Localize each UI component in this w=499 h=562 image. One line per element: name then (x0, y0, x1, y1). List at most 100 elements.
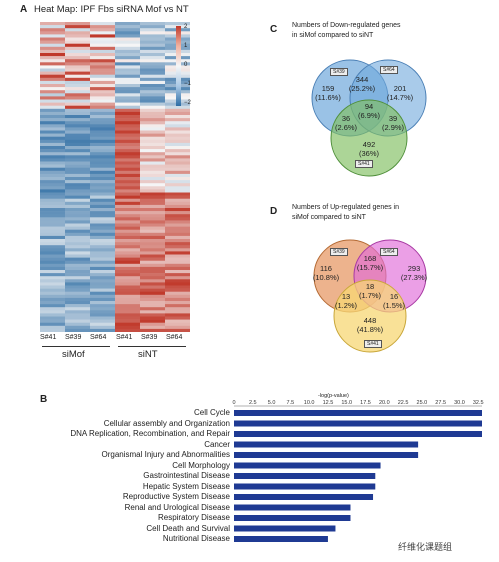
heatmap-cell (165, 139, 190, 144)
colorbar-tick: −2 (184, 100, 191, 106)
heatmap-cell (140, 220, 165, 224)
heatmap-cell (115, 152, 140, 156)
bar-category-label: Renal and Urological Disease (124, 502, 230, 512)
heatmap-cell (65, 105, 90, 110)
heatmap-cell (140, 65, 165, 69)
heatmap-cell (140, 146, 165, 150)
heatmap-cell (115, 90, 140, 94)
heatmap-cell (40, 254, 65, 258)
heatmap-cell (40, 328, 65, 332)
heatmap-cell (115, 229, 140, 234)
heatmap-cell (115, 195, 140, 199)
venn-c-title: Numbers of Down-regulated genes (292, 22, 401, 29)
venn-region: 344 (25.2%) (348, 75, 376, 93)
heatmap-cell (90, 146, 115, 150)
heatmap-cell (40, 257, 65, 261)
heatmap-cell (165, 270, 190, 274)
heatmap-cell (40, 297, 65, 302)
heatmap-cell (40, 170, 65, 175)
heatmap-cell (65, 90, 90, 94)
bar (234, 536, 328, 542)
heatmap-cell (140, 87, 165, 91)
heatmap-cell (140, 279, 165, 283)
heatmap-cell (165, 118, 190, 122)
heatmap-cell (65, 195, 90, 199)
heatmap-cell (165, 155, 190, 159)
heatmap-cell (40, 161, 65, 165)
heatmap-cell (90, 304, 115, 308)
heatmap-cell (115, 173, 140, 178)
heatmap-cell (140, 139, 165, 144)
heatmap-cell (115, 62, 140, 66)
heatmap-cell (65, 62, 90, 66)
heatmap-cell (115, 251, 140, 255)
heatmap-cell (90, 220, 115, 224)
heatmap-cell (90, 164, 115, 168)
heatmap-cell (65, 322, 90, 327)
heatmap-cell (40, 124, 65, 128)
heatmap-cell (115, 208, 140, 212)
heatmap-cell (140, 211, 165, 215)
heatmap-cell (90, 31, 115, 35)
heatmap-cell (140, 152, 165, 156)
heatmap (40, 22, 190, 332)
heatmap-cell (40, 204, 65, 209)
heatmap-cell (140, 108, 165, 113)
heatmap-cell (90, 301, 115, 305)
panel-d-letter: D (270, 206, 278, 217)
heatmap-cell (65, 276, 90, 280)
heatmap-cell (115, 285, 140, 289)
heatmap-cell (115, 142, 140, 147)
heatmap-cell (40, 322, 65, 327)
heatmap-cell (90, 282, 115, 286)
bar-x-tick: 12.5 (323, 400, 334, 406)
heatmap-cell (65, 229, 90, 234)
heatmap-cell (140, 40, 165, 44)
heatmap-cell (140, 266, 165, 271)
heatmap-cell (165, 297, 190, 302)
panel-a-letter: A (20, 4, 28, 15)
heatmap-cell (90, 183, 115, 187)
heatmap-cell (90, 270, 115, 274)
heatmap-cell (140, 149, 165, 153)
heatmap-cell (40, 248, 65, 252)
heatmap-cell (65, 251, 90, 255)
heatmap-title: Heat Map: IPF Fbs siRNA Mof vs NT (34, 4, 189, 15)
heatmap-cell (165, 235, 190, 240)
heatmap-cell (40, 282, 65, 286)
heatmap-cell (165, 214, 190, 218)
venn-region: 448 (41.8%) (356, 316, 384, 334)
heatmap-cell (65, 71, 90, 75)
heatmap-cell (40, 198, 65, 203)
heatmap-cell (40, 105, 65, 110)
bar-x-tick: 20.0 (379, 400, 390, 406)
heatmap-cell (40, 80, 65, 85)
heatmap-cell (40, 43, 65, 48)
heatmap-cell (65, 297, 90, 302)
heatmap-cell (165, 322, 190, 327)
heatmap-cell (165, 170, 190, 175)
venn-set-label: S#41 (355, 160, 373, 168)
heatmap-cell (115, 99, 140, 103)
heatmap-cell (90, 158, 115, 162)
heatmap-cell (65, 130, 90, 134)
heatmap-cell (165, 316, 190, 320)
heatmap-cell (65, 31, 90, 35)
heatmap-cell (115, 294, 140, 299)
heatmap-cell (165, 183, 190, 187)
heatmap-cell (140, 127, 165, 131)
heatmap-cell (165, 198, 190, 203)
heatmap-cell (65, 87, 90, 91)
heatmap-cell (165, 229, 190, 234)
heatmap-cell (40, 291, 65, 296)
bar (234, 525, 336, 532)
heatmap-cell (140, 53, 165, 57)
heatmap-cell (40, 108, 65, 113)
heatmap-cell (115, 189, 140, 193)
heatmap-cell (140, 25, 165, 29)
heatmap-cell (65, 245, 90, 249)
heatmap-column-label: S#39 (141, 334, 158, 341)
heatmap-cell (115, 87, 140, 91)
heatmap-cell (140, 173, 165, 178)
heatmap-cell (40, 139, 65, 144)
